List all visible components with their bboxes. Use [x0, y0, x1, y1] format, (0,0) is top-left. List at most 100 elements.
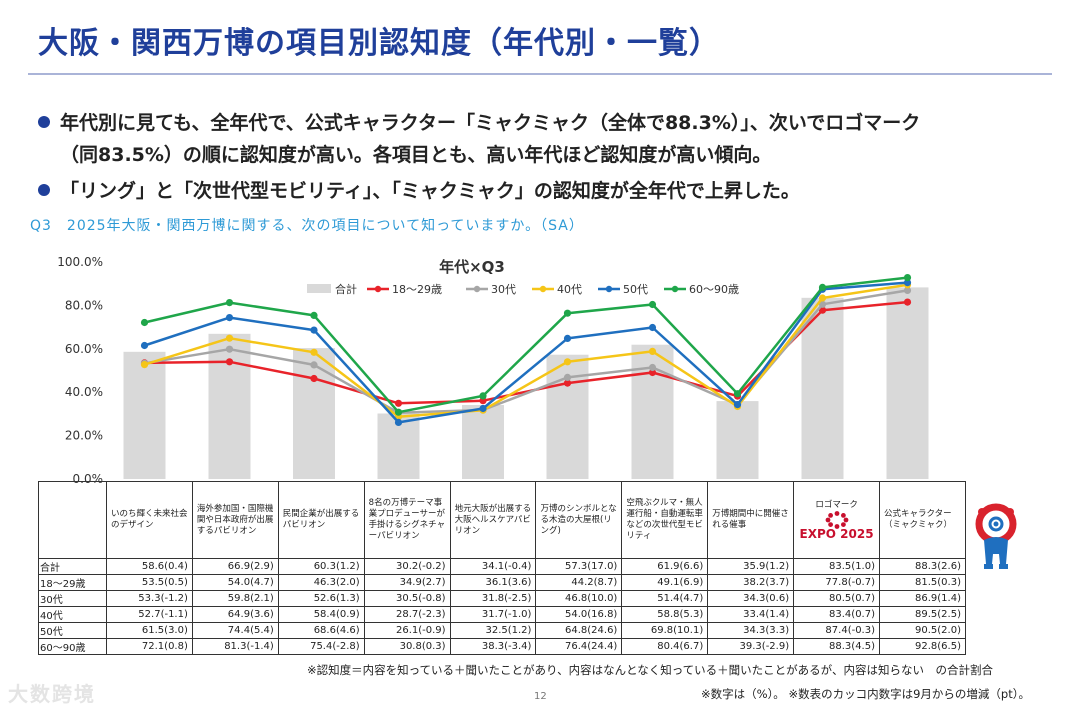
table-cell: 53.3(-1.2): [106, 590, 193, 607]
legend-label: 50代: [623, 283, 648, 296]
table-cell: 81.5(0.3): [879, 574, 966, 591]
column-header: 8名の万博テーマ事業プロデューサーが手掛けるシグネチャーパビリオン: [363, 481, 451, 559]
table-cell: 88.3(2.6): [879, 558, 966, 575]
column-header: 万博のシンボルとなる木造の大屋根(リング): [535, 481, 623, 559]
table-cell: 64.9(3.6): [191, 606, 279, 623]
table-cell: 38.2(3.7): [707, 574, 795, 591]
bullet-1: 年代別に見ても、全年代で、公式キャラクター「ミャクミャク（全体で88.3%）」、…: [38, 107, 1048, 171]
table-cell: 92.8(6.5): [879, 638, 966, 655]
line-point: [225, 299, 234, 307]
table-cell: 89.5(2.5): [879, 606, 966, 623]
column-header: ロゴマーク EXPO 2025: [793, 481, 881, 559]
table-cell: 30.8(0.3): [363, 638, 451, 655]
table-cell: 76.4(24.4): [535, 638, 623, 655]
line-point: [563, 358, 572, 366]
data-table: いのち輝く未来社会のデザイン 海外参加国・国際機関や日本政府が出展するパビリオン民…: [38, 481, 966, 655]
line-point: [225, 314, 234, 322]
table-cell: 58.8(5.3): [621, 606, 709, 623]
table-row: 40代 52.7(-1.1) 64.9(3.6) 58.4(0.9) 28.7(-2.3…: [38, 606, 966, 623]
legend-marker: [605, 285, 613, 293]
table-cell: 80.5(0.7): [793, 590, 881, 607]
table-cell: 74.4(5.4): [191, 622, 279, 639]
table-cell: 66.9(2.9): [191, 558, 279, 575]
table-cell: 83.4(0.7): [793, 606, 881, 623]
table-row: 合計 58.6(0.4) 66.9(2.9) 60.3(1.2) 30.2(-0.2) 3…: [38, 558, 966, 575]
page-number: 12: [534, 691, 547, 702]
legend-label: 合計: [335, 282, 357, 296]
row-label: 30代: [38, 590, 107, 607]
bullet-dot-icon: [38, 184, 50, 196]
table-cell: 31.8(-2.5): [449, 590, 537, 607]
y-tick-label: 20.0%: [65, 429, 103, 443]
table-cell: 52.6(1.3): [277, 590, 365, 607]
table-row: 18～29歳 53.5(0.5) 54.0(4.7) 46.3(2.0) 34.9(2.…: [38, 574, 966, 591]
table-cell: 68.6(4.6): [277, 622, 365, 639]
line-point: [394, 408, 403, 416]
table-cell: 34.3(3.3): [707, 622, 795, 639]
y-tick-label: 60.0%: [65, 342, 103, 356]
table-cell: 54.0(4.7): [191, 574, 279, 591]
question-text: Q3 2025年大阪・関西万博に関する、次の項目について知っていますか。（SA）: [30, 218, 584, 234]
bar-total: [293, 348, 335, 479]
y-tick-label: 100.0%: [57, 255, 103, 269]
column-header-label: ロゴマーク: [815, 500, 858, 510]
column-header: 公式キャラクター（ミャクミャク）: [879, 481, 966, 559]
line-point: [225, 334, 234, 342]
column-header: 地元大阪が出展する大阪ヘルスケアパビリオン: [449, 481, 537, 559]
table-cell: 87.4(-0.3): [793, 622, 881, 639]
bullet-1-line-1: 年代別に見ても、全年代で、公式キャラクター「ミャクミャク（全体で88.3%）」、…: [60, 112, 921, 134]
legend-marker: [671, 285, 679, 293]
row-label: 40代: [38, 606, 107, 623]
line-point: [648, 347, 657, 355]
row-label: 50代: [38, 622, 107, 639]
table-cell: 36.1(3.6): [449, 574, 537, 591]
column-header: 万博期間中に開催される催事: [707, 481, 795, 559]
line-point: [394, 399, 403, 407]
table-cell: 32.5(1.2): [449, 622, 537, 639]
table-cell: 58.4(0.9): [277, 606, 365, 623]
legend-marker: [374, 285, 382, 293]
table-cell: 77.8(-0.7): [793, 574, 881, 591]
watermark-text: 大数跨境: [8, 682, 96, 706]
line-point: [225, 358, 234, 366]
table-cell: 64.8(24.6): [535, 622, 623, 639]
legend-marker: [539, 285, 547, 293]
line-point: [310, 361, 318, 369]
table-cell: 75.4(-2.8): [277, 638, 365, 655]
table-cell: 61.9(6.6): [621, 558, 709, 575]
line-point: [903, 286, 912, 294]
table-cell: 35.9(1.2): [707, 558, 795, 575]
table-cell: 52.7(-1.1): [106, 606, 193, 623]
footnote-units: ※数字は（%）。 ※数表のカッコ内数字は9月からの増減（pt）。: [701, 687, 1030, 701]
table-cell: 83.5(1.0): [793, 558, 881, 575]
table-cell: 57.3(17.0): [535, 558, 623, 575]
table-cell: 49.1(6.9): [621, 574, 709, 591]
expo-logo-text: EXPO 2025: [799, 527, 874, 541]
bar-total: [886, 287, 929, 479]
bar-total: [546, 354, 589, 479]
column-header: 空飛ぶクルマ・無人運行船・自動運転車などの次世代型モビリティ: [621, 481, 709, 559]
table-cell: 30.5(-0.8): [363, 590, 451, 607]
table-corner-cell: [38, 481, 107, 559]
line-point: [394, 418, 403, 426]
row-label: 合計: [38, 558, 107, 575]
table-cell: 69.8(10.1): [621, 622, 709, 639]
legend-marker: [473, 285, 481, 293]
line-point: [310, 348, 318, 356]
column-header: 海外参加国・国際機関や日本政府が出展するパビリオン: [191, 481, 279, 559]
page-title: 大阪・関西万博の項目別認知度（年代別・一覧）: [38, 26, 720, 61]
table-cell: 39.3(-2.9): [707, 638, 795, 655]
y-tick-label: 80.0%: [65, 298, 103, 312]
table-cell: 90.5(2.0): [879, 622, 966, 639]
table-cell: 58.6(0.4): [106, 558, 193, 575]
column-header: 民間企業が出展するパビリオン: [277, 481, 365, 559]
table-cell: 31.7(-1.0): [449, 606, 537, 623]
line-point: [563, 373, 572, 381]
table-cell: 44.2(8.7): [535, 574, 623, 591]
row-label: 18～29歳: [38, 574, 107, 591]
line-point: [903, 298, 912, 306]
table-cell: 34.1(-0.4): [449, 558, 537, 575]
line-point: [140, 318, 149, 327]
line-series-3: [144, 281, 908, 424]
